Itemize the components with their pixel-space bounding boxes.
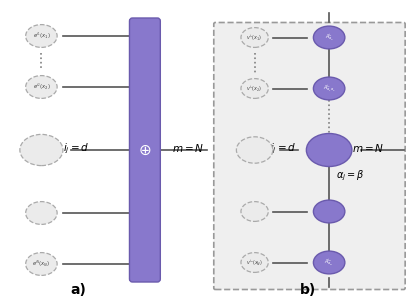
Text: $A^{i_2}_{\alpha_1\alpha_2}$: $A^{i_2}_{\alpha_1\alpha_2}$ <box>322 83 335 94</box>
Text: $A^{i_1}_{\alpha_0}$: $A^{i_1}_{\alpha_0}$ <box>324 32 333 43</box>
Text: $e^{i_N}(x_N)$: $e^{i_N}(x_N)$ <box>32 259 50 269</box>
Ellipse shape <box>313 200 344 223</box>
Text: $\mathit{i_j = d}$: $\mathit{i_j = d}$ <box>270 141 296 156</box>
Text: $\alpha_j = \beta$: $\alpha_j = \beta$ <box>335 168 363 183</box>
Text: ⊕: ⊕ <box>138 142 151 158</box>
Ellipse shape <box>240 253 268 272</box>
Text: $v^{i_2}(x_2)$: $v^{i_2}(x_2)$ <box>246 83 262 94</box>
Ellipse shape <box>26 202 57 224</box>
Text: $v^{i_N}(x_N)$: $v^{i_N}(x_N)$ <box>245 257 263 268</box>
FancyBboxPatch shape <box>129 18 160 282</box>
FancyBboxPatch shape <box>213 22 404 290</box>
Text: b): b) <box>299 283 316 297</box>
Ellipse shape <box>313 251 344 274</box>
Text: $\mathit{m = N}$: $\mathit{m = N}$ <box>351 142 384 154</box>
Text: $e^{i_2}(x_2)$: $e^{i_2}(x_2)$ <box>33 82 50 92</box>
Text: $A^{i_N}_{\alpha_N}$: $A^{i_N}_{\alpha_N}$ <box>323 257 333 268</box>
Ellipse shape <box>240 202 268 221</box>
Ellipse shape <box>236 137 272 163</box>
Text: $e^{i_1}(x_1)$: $e^{i_1}(x_1)$ <box>33 31 50 41</box>
Ellipse shape <box>26 253 57 275</box>
Text: a): a) <box>71 283 86 297</box>
Ellipse shape <box>313 26 344 49</box>
Ellipse shape <box>26 25 57 47</box>
Text: $\mathit{i_j = d}$: $\mathit{i_j = d}$ <box>63 141 90 156</box>
Ellipse shape <box>240 79 268 98</box>
Text: $v^{i_1}(x_1)$: $v^{i_1}(x_1)$ <box>246 32 262 43</box>
Ellipse shape <box>306 134 351 166</box>
Text: $\mathit{m = N}$: $\mathit{m = N}$ <box>172 142 204 154</box>
Ellipse shape <box>240 28 268 47</box>
Ellipse shape <box>26 76 57 98</box>
Ellipse shape <box>313 77 344 100</box>
Ellipse shape <box>20 134 63 166</box>
